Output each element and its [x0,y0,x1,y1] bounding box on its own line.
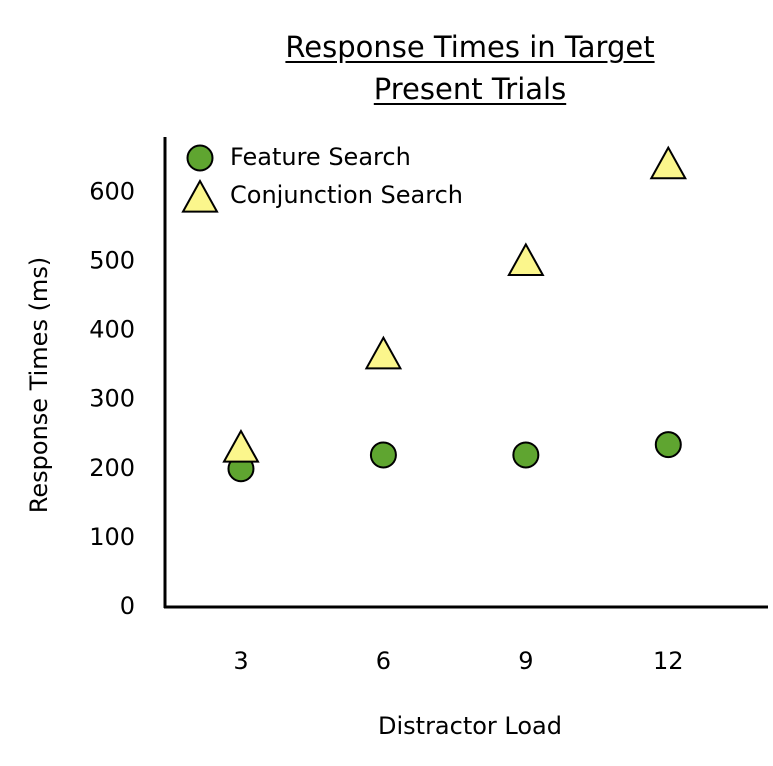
x-tick-label: 3 [233,647,248,675]
y-tick-label: 500 [89,246,135,274]
legend-label: Feature Search [230,143,411,171]
circle-marker [369,441,397,469]
y-tick-label: 300 [89,385,135,413]
triangle-marker [364,335,403,370]
chart-title: Response Times in Target Present Trials [285,30,655,106]
x-tick-label: 12 [653,647,684,675]
triangle-marker [507,242,545,277]
legend-marker [186,144,214,172]
x-tick-label: 9 [518,647,533,675]
circle-marker [654,431,682,459]
x-tick-label: 6 [376,647,391,675]
legend-label: Conjunction Search [230,181,463,209]
legend-marker [181,178,219,213]
x-axis-label: Distractor Load [378,712,562,740]
y-axis-label: Response Times (ms) [25,257,53,513]
y-tick-label: 200 [89,454,135,482]
y-tick-label: 100 [89,523,135,551]
triangle-marker [222,428,260,463]
circle-marker [512,441,540,469]
y-tick-label: 0 [120,592,135,620]
y-tick-label: 400 [89,316,135,344]
triangle-marker [649,145,687,180]
y-tick-label: 600 [89,177,135,205]
